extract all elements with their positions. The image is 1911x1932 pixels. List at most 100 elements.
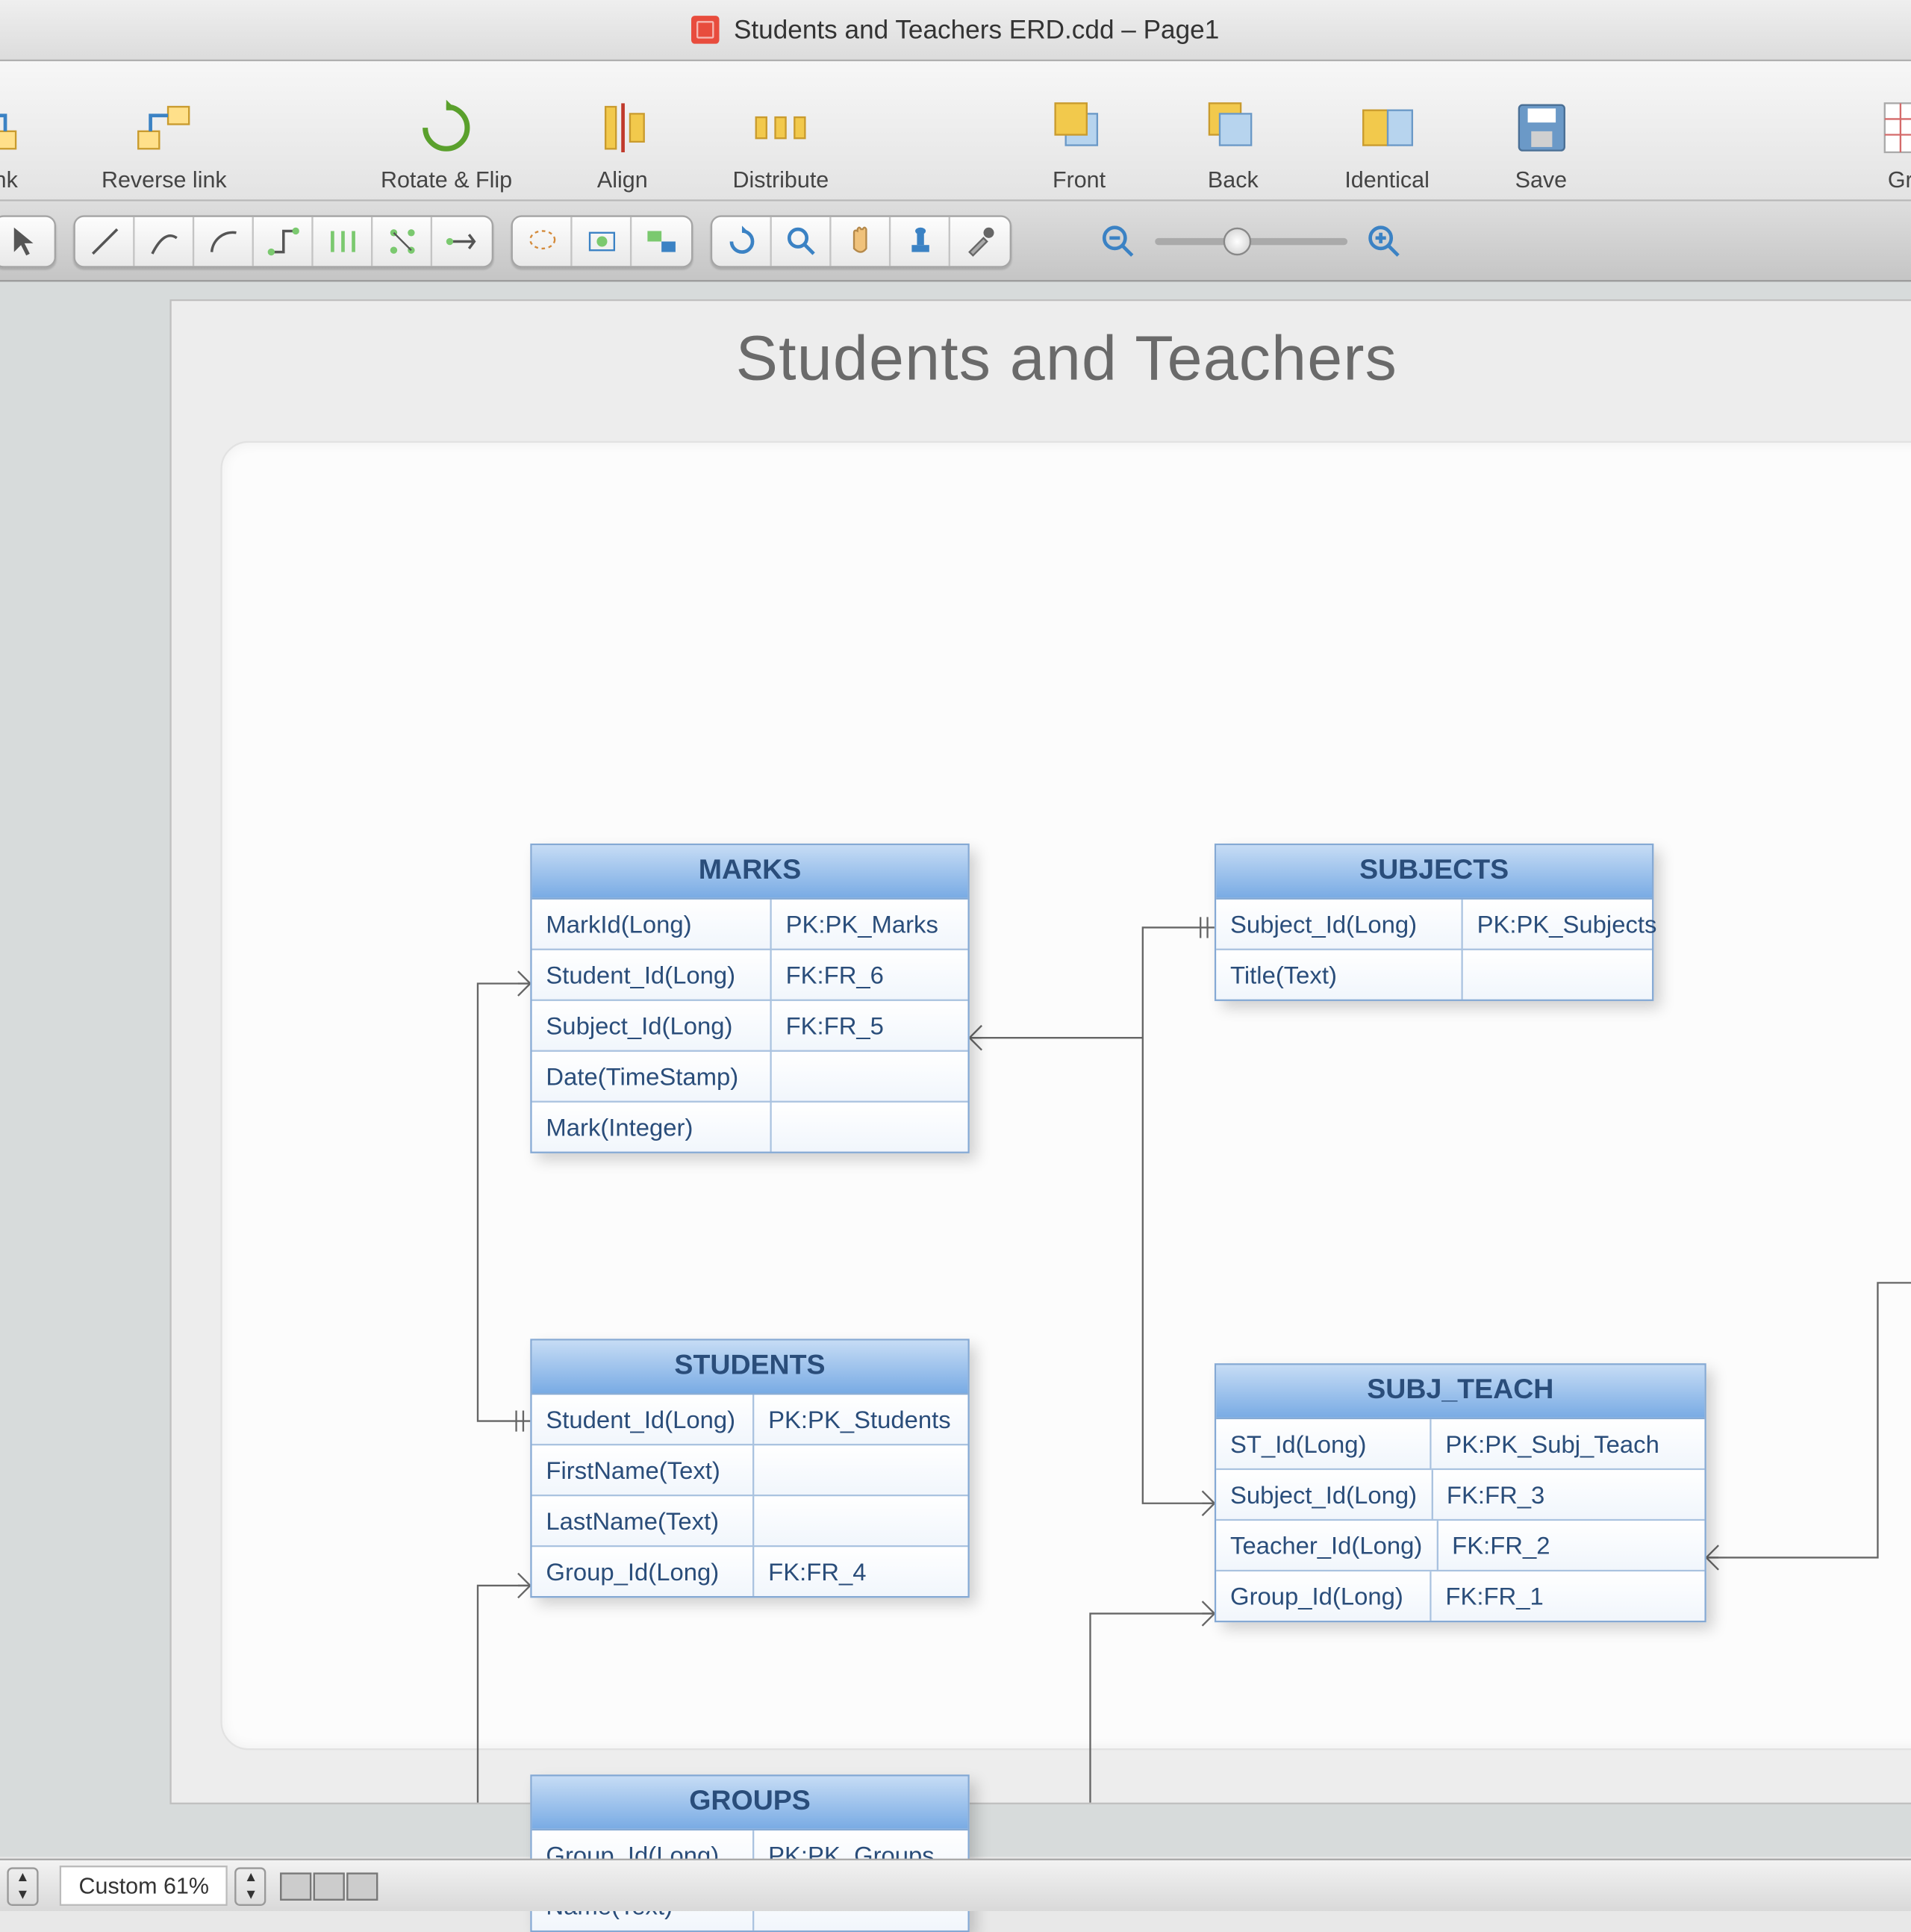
connector-2-tool[interactable]	[372, 216, 432, 266]
diagram-title: Students and Teachers	[172, 322, 1911, 395]
connector-1-tool[interactable]	[314, 216, 373, 266]
ribbon-label: Identical	[1344, 166, 1430, 193]
entity-cell: MarkId(Long)	[532, 900, 772, 950]
ribbon-label: Rotate & Flip	[381, 166, 512, 193]
entity-students[interactable]: STUDENTSStudent_Id(Long)PK:PK_StudentsFi…	[530, 1339, 969, 1598]
entity-row: Group_Id(Long)FK:FR_1	[1216, 1571, 1704, 1621]
entity-cell: FK:FR_6	[772, 950, 968, 1001]
zoom-value: Custom 61%	[78, 1872, 208, 1898]
zoom-readout[interactable]: Custom 61%	[60, 1866, 228, 1906]
entity-row: Group_Id(Long)FK:FR_4	[532, 1547, 968, 1596]
zoom-in-icon[interactable]	[1365, 222, 1404, 261]
entity-cell: PK:PK_Subj_Teach	[1432, 1419, 1705, 1470]
reverse-link-button[interactable]: Reverse link	[102, 96, 227, 193]
entity-row: ST_Id(Long)PK:PK_Subj_Teach	[1216, 1419, 1704, 1470]
tool-tray	[0, 202, 1911, 282]
entity-row: Teacher_Id(Long)FK:FR_2	[1216, 1521, 1704, 1571]
status-bar: ▲▼ Custom 61% ▲▼	[0, 1859, 1911, 1911]
stamp-tool[interactable]	[891, 216, 950, 266]
entity-subj_teach[interactable]: SUBJ_TEACHST_Id(Long)PK:PK_Subj_TeachSub…	[1215, 1363, 1706, 1622]
entity-marks[interactable]: MARKSMarkId(Long)PK:PK_MarksStudent_Id(L…	[530, 844, 969, 1153]
window-title: Students and Teachers ERD.cdd – Page1	[734, 15, 1219, 45]
shape-tool-2[interactable]	[632, 216, 691, 266]
tool-group-connectors	[73, 214, 493, 267]
zoom-thumb[interactable]	[1222, 227, 1250, 255]
entity-cell: Student_Id(Long)	[532, 1395, 755, 1445]
workspace[interactable]: Students and Teachers MARKSMarkId(Long)P…	[0, 281, 1911, 1857]
eyedropper-tool[interactable]	[950, 216, 1010, 266]
entity-subjects[interactable]: SUBJECTSSubject_Id(Long)PK:PK_SubjectsTi…	[1215, 844, 1653, 1001]
connector-3-tool[interactable]	[432, 216, 492, 266]
tool-group-view	[711, 214, 1011, 267]
front-button[interactable]: Front	[1035, 96, 1123, 193]
refresh-tool[interactable]	[712, 216, 772, 266]
page-canvas: Students and Teachers MARKSMarkId(Long)P…	[169, 299, 1911, 1804]
entity-row: Student_Id(Long)FK:FR_6	[532, 950, 968, 1001]
entity-cell	[754, 1445, 967, 1496]
window-titlebar: Students and Teachers ERD.cdd – Page1	[0, 0, 1911, 61]
entity-row: Subject_Id(Long)FK:FR_5	[532, 1001, 968, 1052]
entity-row: Student_Id(Long)PK:PK_Students	[532, 1395, 968, 1445]
zoom-out-icon[interactable]	[1099, 222, 1138, 261]
entity-row: MarkId(Long)PK:PK_Marks	[532, 900, 968, 950]
entity-cell: Teacher_Id(Long)	[1216, 1521, 1438, 1571]
entity-header: SUBJECTS	[1216, 845, 1652, 900]
ribbon-label: Align	[597, 166, 648, 193]
curve-tool[interactable]	[135, 216, 195, 266]
cursor-tool[interactable]	[0, 216, 54, 266]
entity-cell: FK:FR_4	[754, 1547, 967, 1596]
shape-tool-1[interactable]	[573, 216, 632, 266]
entity-cell: Subject_Id(Long)	[1216, 900, 1463, 950]
ribbon-label: Back	[1208, 166, 1259, 193]
entity-cell: Title(Text)	[1216, 950, 1463, 1000]
entity-row: Date(TimeStamp)	[532, 1052, 968, 1103]
ribbon-label: Save	[1515, 166, 1567, 193]
entity-header: STUDENTS	[532, 1341, 968, 1395]
entity-cell: FK:FR_1	[1432, 1571, 1705, 1621]
entity-row: FirstName(Text)	[532, 1445, 968, 1496]
entity-cell	[1463, 950, 1652, 1000]
entity-cell: Date(TimeStamp)	[532, 1052, 772, 1103]
pan-tool[interactable]	[832, 216, 891, 266]
entity-cell: PK:PK_Marks	[772, 900, 968, 950]
zoom-stepper[interactable]: ▲▼	[235, 1866, 266, 1905]
zoom-slider[interactable]	[1155, 237, 1347, 244]
align-button[interactable]: Align	[579, 96, 666, 193]
entity-row: Mark(Integer)	[532, 1103, 968, 1152]
save-button[interactable]: Save	[1497, 96, 1585, 193]
entity-row: Title(Text)	[1216, 950, 1652, 1000]
zoom-slider-group	[1099, 222, 1403, 261]
lasso-tool[interactable]	[513, 216, 573, 266]
entity-header: GROUPS	[532, 1776, 968, 1830]
entity-header: SUBJ_TEACH	[1216, 1365, 1704, 1420]
entity-cell: ST_Id(Long)	[1216, 1419, 1431, 1470]
view-mode-icons[interactable]	[281, 1872, 378, 1900]
entity-cell	[772, 1052, 968, 1103]
entity-cell: PK:PK_Students	[754, 1395, 967, 1445]
line-tool[interactable]	[75, 216, 135, 266]
grid-button[interactable]: Grid	[1865, 96, 1911, 193]
document-icon	[692, 16, 720, 44]
ribbon-label: Front	[1053, 166, 1106, 193]
entity-cell	[754, 1496, 967, 1547]
entity-row: Subject_Id(Long)PK:PK_Subjects	[1216, 900, 1652, 950]
ribbon-label: Reverse link	[102, 166, 227, 193]
elbow-tool[interactable]	[254, 216, 314, 266]
entity-cell: Subject_Id(Long)	[1216, 1470, 1433, 1521]
arc-tool[interactable]	[194, 216, 254, 266]
back-button[interactable]: Back	[1189, 96, 1276, 193]
entity-cell: FirstName(Text)	[532, 1445, 755, 1496]
search-tool[interactable]	[772, 216, 832, 266]
ribbon-label: Grid	[1888, 166, 1911, 193]
entity-cell: Mark(Integer)	[532, 1103, 772, 1152]
entity-cell: Student_Id(Long)	[532, 950, 772, 1001]
entity-cell: Group_Id(Long)	[532, 1547, 755, 1596]
rotate-flip-button[interactable]: Rotate & Flip	[381, 96, 512, 193]
identical-button[interactable]: Identical	[1344, 96, 1431, 193]
distribute-button[interactable]: Distribute	[733, 96, 829, 193]
page-stepper[interactable]: ▲▼	[7, 1866, 38, 1905]
entity-row: Subject_Id(Long)FK:FR_3	[1216, 1470, 1704, 1521]
entity-cell: Group_Id(Long)	[1216, 1571, 1431, 1621]
make-link-button[interactable]: e link	[0, 96, 35, 193]
entity-cell: LastName(Text)	[532, 1496, 755, 1547]
